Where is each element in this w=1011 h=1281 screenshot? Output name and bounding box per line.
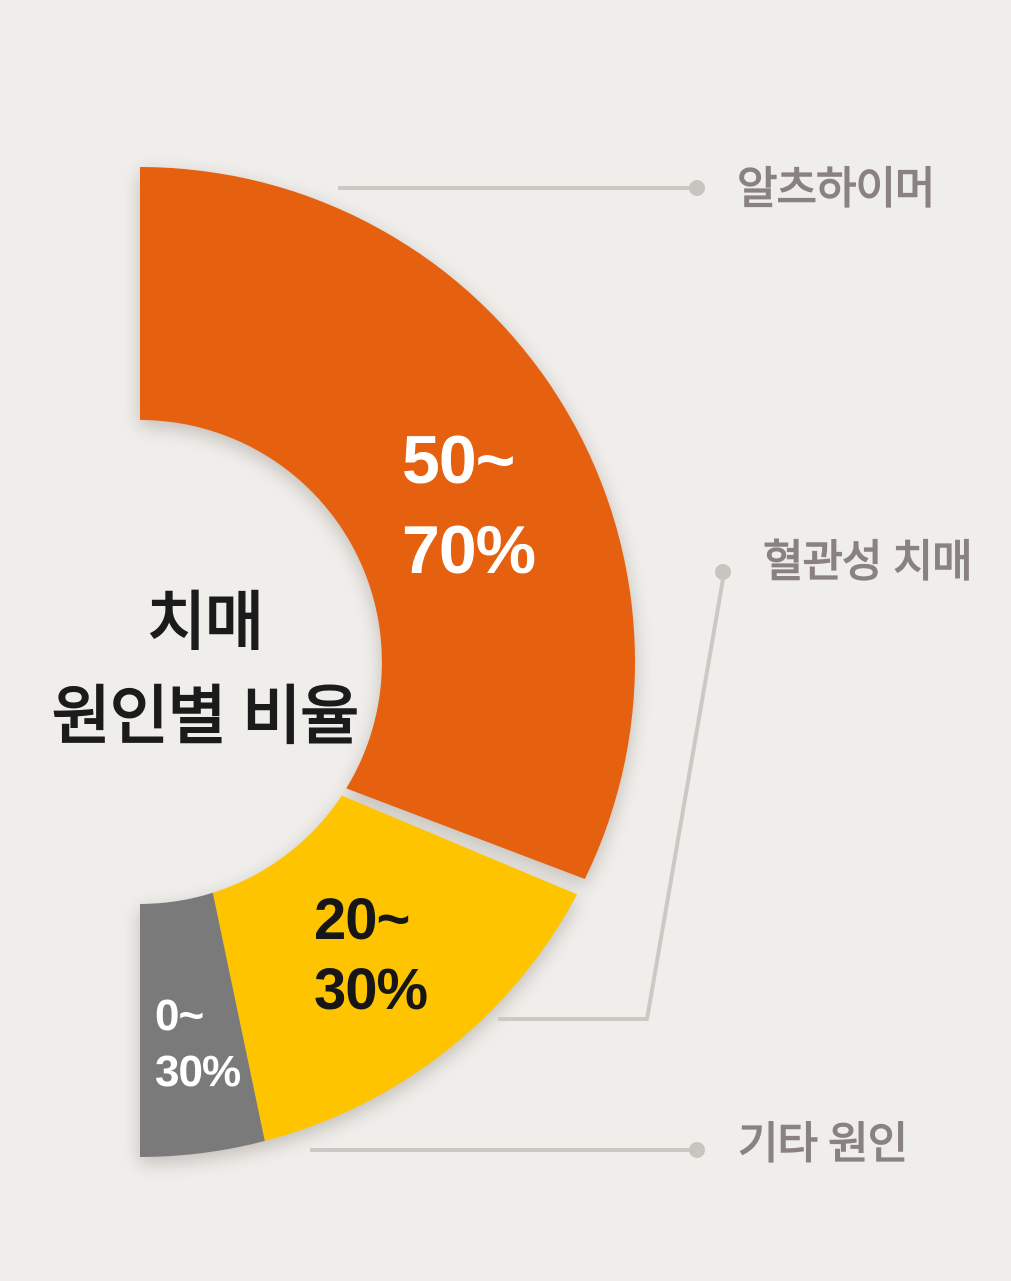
legend-label-other: 기타 원인 — [738, 1119, 908, 1168]
chart-title: 치매 원인별 비율 — [30, 575, 380, 763]
segment-vascular — [212, 795, 578, 1141]
segment-value-other: 0~ 30% — [155, 988, 241, 1100]
segment-alzheimer — [140, 167, 636, 879]
segment-value-other-line2: 30% — [155, 1047, 241, 1096]
segment-value-vascular-line2: 30% — [314, 957, 428, 1022]
leader-dot-other — [689, 1142, 705, 1158]
donut-slices — [140, 167, 636, 1157]
segment-value-alzheimer-line2: 70% — [402, 512, 536, 588]
legend-label-alzheimer: 알츠하이머 — [737, 164, 935, 213]
segment-value-other-line1: 0~ — [155, 991, 204, 1040]
legend-label-vascular: 혈관성 치매 — [763, 537, 973, 586]
leader-line-vascular — [498, 578, 725, 1021]
leader-dot-vascular — [715, 564, 731, 580]
chart-title-line1: 치매 — [147, 586, 264, 658]
segment-other — [140, 892, 265, 1157]
leader-dot-alzheimer — [689, 180, 705, 196]
leader-dots — [689, 180, 731, 1158]
segment-value-vascular: 20~ 30% — [314, 885, 428, 1025]
segment-value-alzheimer-line1: 50~ — [402, 422, 515, 498]
segment-value-vascular-line1: 20~ — [314, 887, 410, 952]
segment-value-alzheimer: 50~ 70% — [402, 415, 536, 595]
chart-title-line2: 원인별 비율 — [51, 680, 359, 752]
leader-lines — [310, 186, 725, 1152]
